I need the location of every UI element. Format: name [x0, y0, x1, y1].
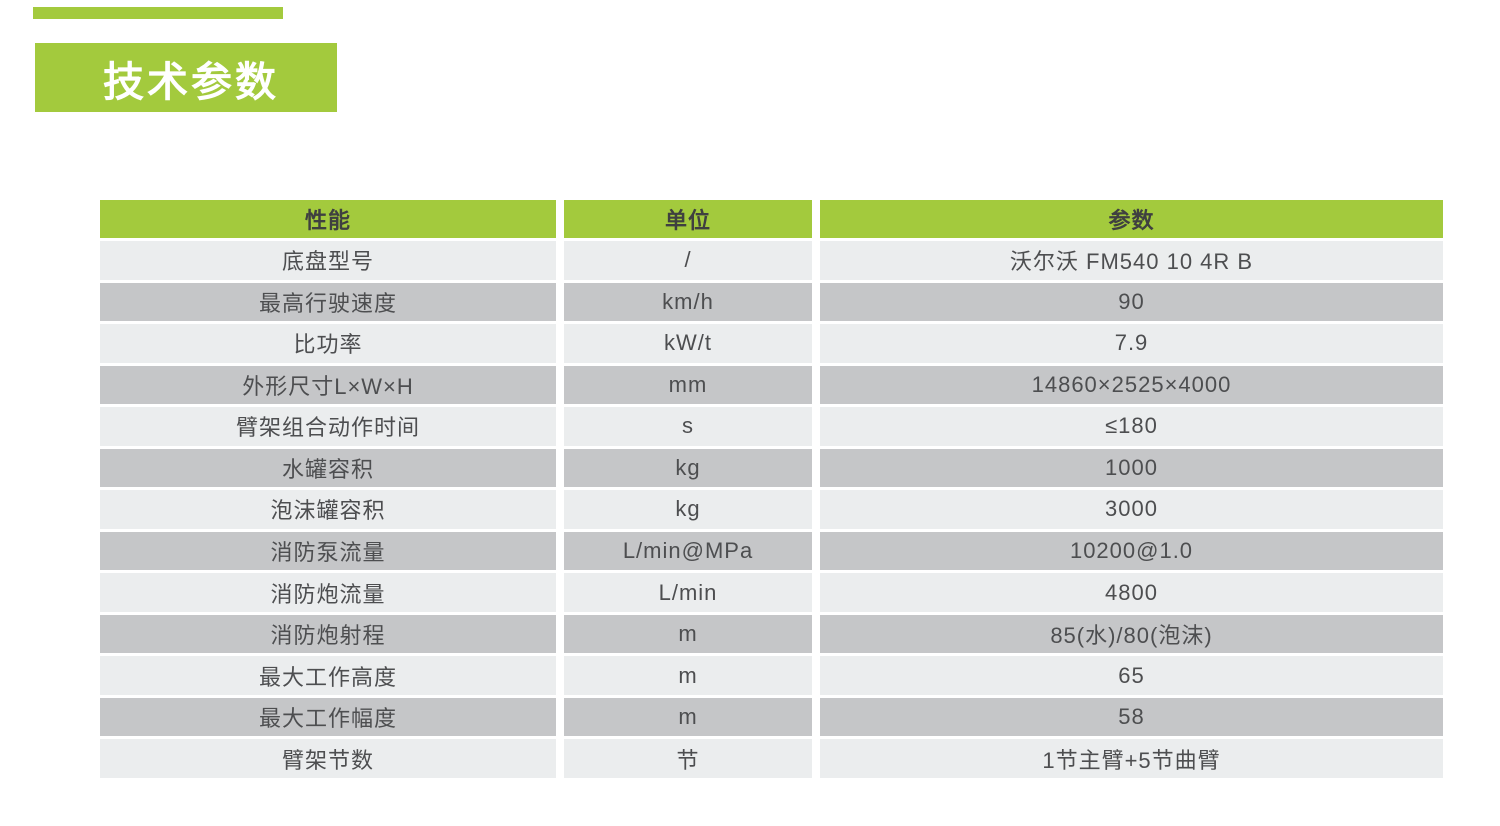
spec-unit-cell: m: [564, 656, 812, 695]
header-unit: 单位: [564, 200, 812, 238]
spec-table: 性能 单位 参数 底盘型号 / 沃尔沃 FM540 10 4R B 最高行驶速度…: [100, 200, 1443, 778]
spec-name-cell: 臂架组合动作时间: [100, 407, 556, 446]
spec-value-cell: 58: [820, 697, 1443, 737]
table-row: 比功率 kW/t 7.9: [100, 324, 1443, 363]
header-performance: 性能: [100, 200, 556, 238]
spec-unit-cell: L/min@MPa: [564, 531, 812, 571]
spec-unit-cell: kg: [564, 448, 812, 488]
table-row: 外形尺寸L×W×H mm 14860×2525×4000: [100, 365, 1443, 405]
spec-unit-cell: m: [564, 697, 812, 737]
table-row: 泡沫罐容积 kg 3000: [100, 490, 1443, 529]
spec-value-cell: 沃尔沃 FM540 10 4R B: [820, 241, 1443, 280]
spec-name-cell: 外形尺寸L×W×H: [100, 365, 556, 405]
spec-value-cell: 85(水)/80(泡沫): [820, 614, 1443, 654]
table-row: 臂架节数 节 1节主臂+5节曲臂: [100, 739, 1443, 778]
table-row: 消防炮射程 m 85(水)/80(泡沫): [100, 614, 1443, 654]
spec-name-cell: 消防泵流量: [100, 531, 556, 571]
spec-unit-cell: 节: [564, 739, 812, 778]
page-title: 技术参数: [103, 58, 279, 105]
spec-value-cell: 10200@1.0: [820, 531, 1443, 571]
table-row: 臂架组合动作时间 s ≤180: [100, 407, 1443, 446]
spec-unit-cell: m: [564, 614, 812, 654]
table-row: 底盘型号 / 沃尔沃 FM540 10 4R B: [100, 241, 1443, 280]
spec-unit-cell: s: [564, 407, 812, 446]
spec-value-cell: 90: [820, 282, 1443, 322]
spec-unit-cell: kW/t: [564, 324, 812, 363]
spec-unit-cell: L/min: [564, 573, 812, 612]
spec-name-cell: 底盘型号: [100, 241, 556, 280]
spec-value-cell: 1000: [820, 448, 1443, 488]
spec-value-cell: 3000: [820, 490, 1443, 529]
spec-name-cell: 臂架节数: [100, 739, 556, 778]
spec-unit-cell: km/h: [564, 282, 812, 322]
top-accent-strip: [33, 7, 283, 19]
spec-name-cell: 泡沫罐容积: [100, 490, 556, 529]
spec-unit-cell: kg: [564, 490, 812, 529]
spec-name-cell: 水罐容积: [100, 448, 556, 488]
spec-value-cell: ≤180: [820, 407, 1443, 446]
spec-value-cell: 14860×2525×4000: [820, 365, 1443, 405]
table-body: 底盘型号 / 沃尔沃 FM540 10 4R B 最高行驶速度 km/h 90 …: [100, 241, 1443, 778]
spec-value-cell: 4800: [820, 573, 1443, 612]
header-parameter: 参数: [820, 200, 1443, 238]
table-row: 最大工作高度 m 65: [100, 656, 1443, 695]
table-header-row: 性能 单位 参数: [100, 200, 1443, 238]
table-row: 最高行驶速度 km/h 90: [100, 282, 1443, 322]
spec-name-cell: 比功率: [100, 324, 556, 363]
table-row: 最大工作幅度 m 58: [100, 697, 1443, 737]
spec-unit-cell: /: [564, 241, 812, 280]
table-row: 消防泵流量 L/min@MPa 10200@1.0: [100, 531, 1443, 571]
spec-value-cell: 65: [820, 656, 1443, 695]
table-row: 水罐容积 kg 1000: [100, 448, 1443, 488]
spec-name-cell: 消防炮射程: [100, 614, 556, 654]
page-title-box: 技术参数: [35, 43, 337, 112]
spec-value-cell: 7.9: [820, 324, 1443, 363]
spec-value-cell: 1节主臂+5节曲臂: [820, 739, 1443, 778]
spec-name-cell: 消防炮流量: [100, 573, 556, 612]
spec-unit-cell: mm: [564, 365, 812, 405]
spec-name-cell: 最大工作高度: [100, 656, 556, 695]
table-row: 消防炮流量 L/min 4800: [100, 573, 1443, 612]
spec-name-cell: 最大工作幅度: [100, 697, 556, 737]
spec-name-cell: 最高行驶速度: [100, 282, 556, 322]
